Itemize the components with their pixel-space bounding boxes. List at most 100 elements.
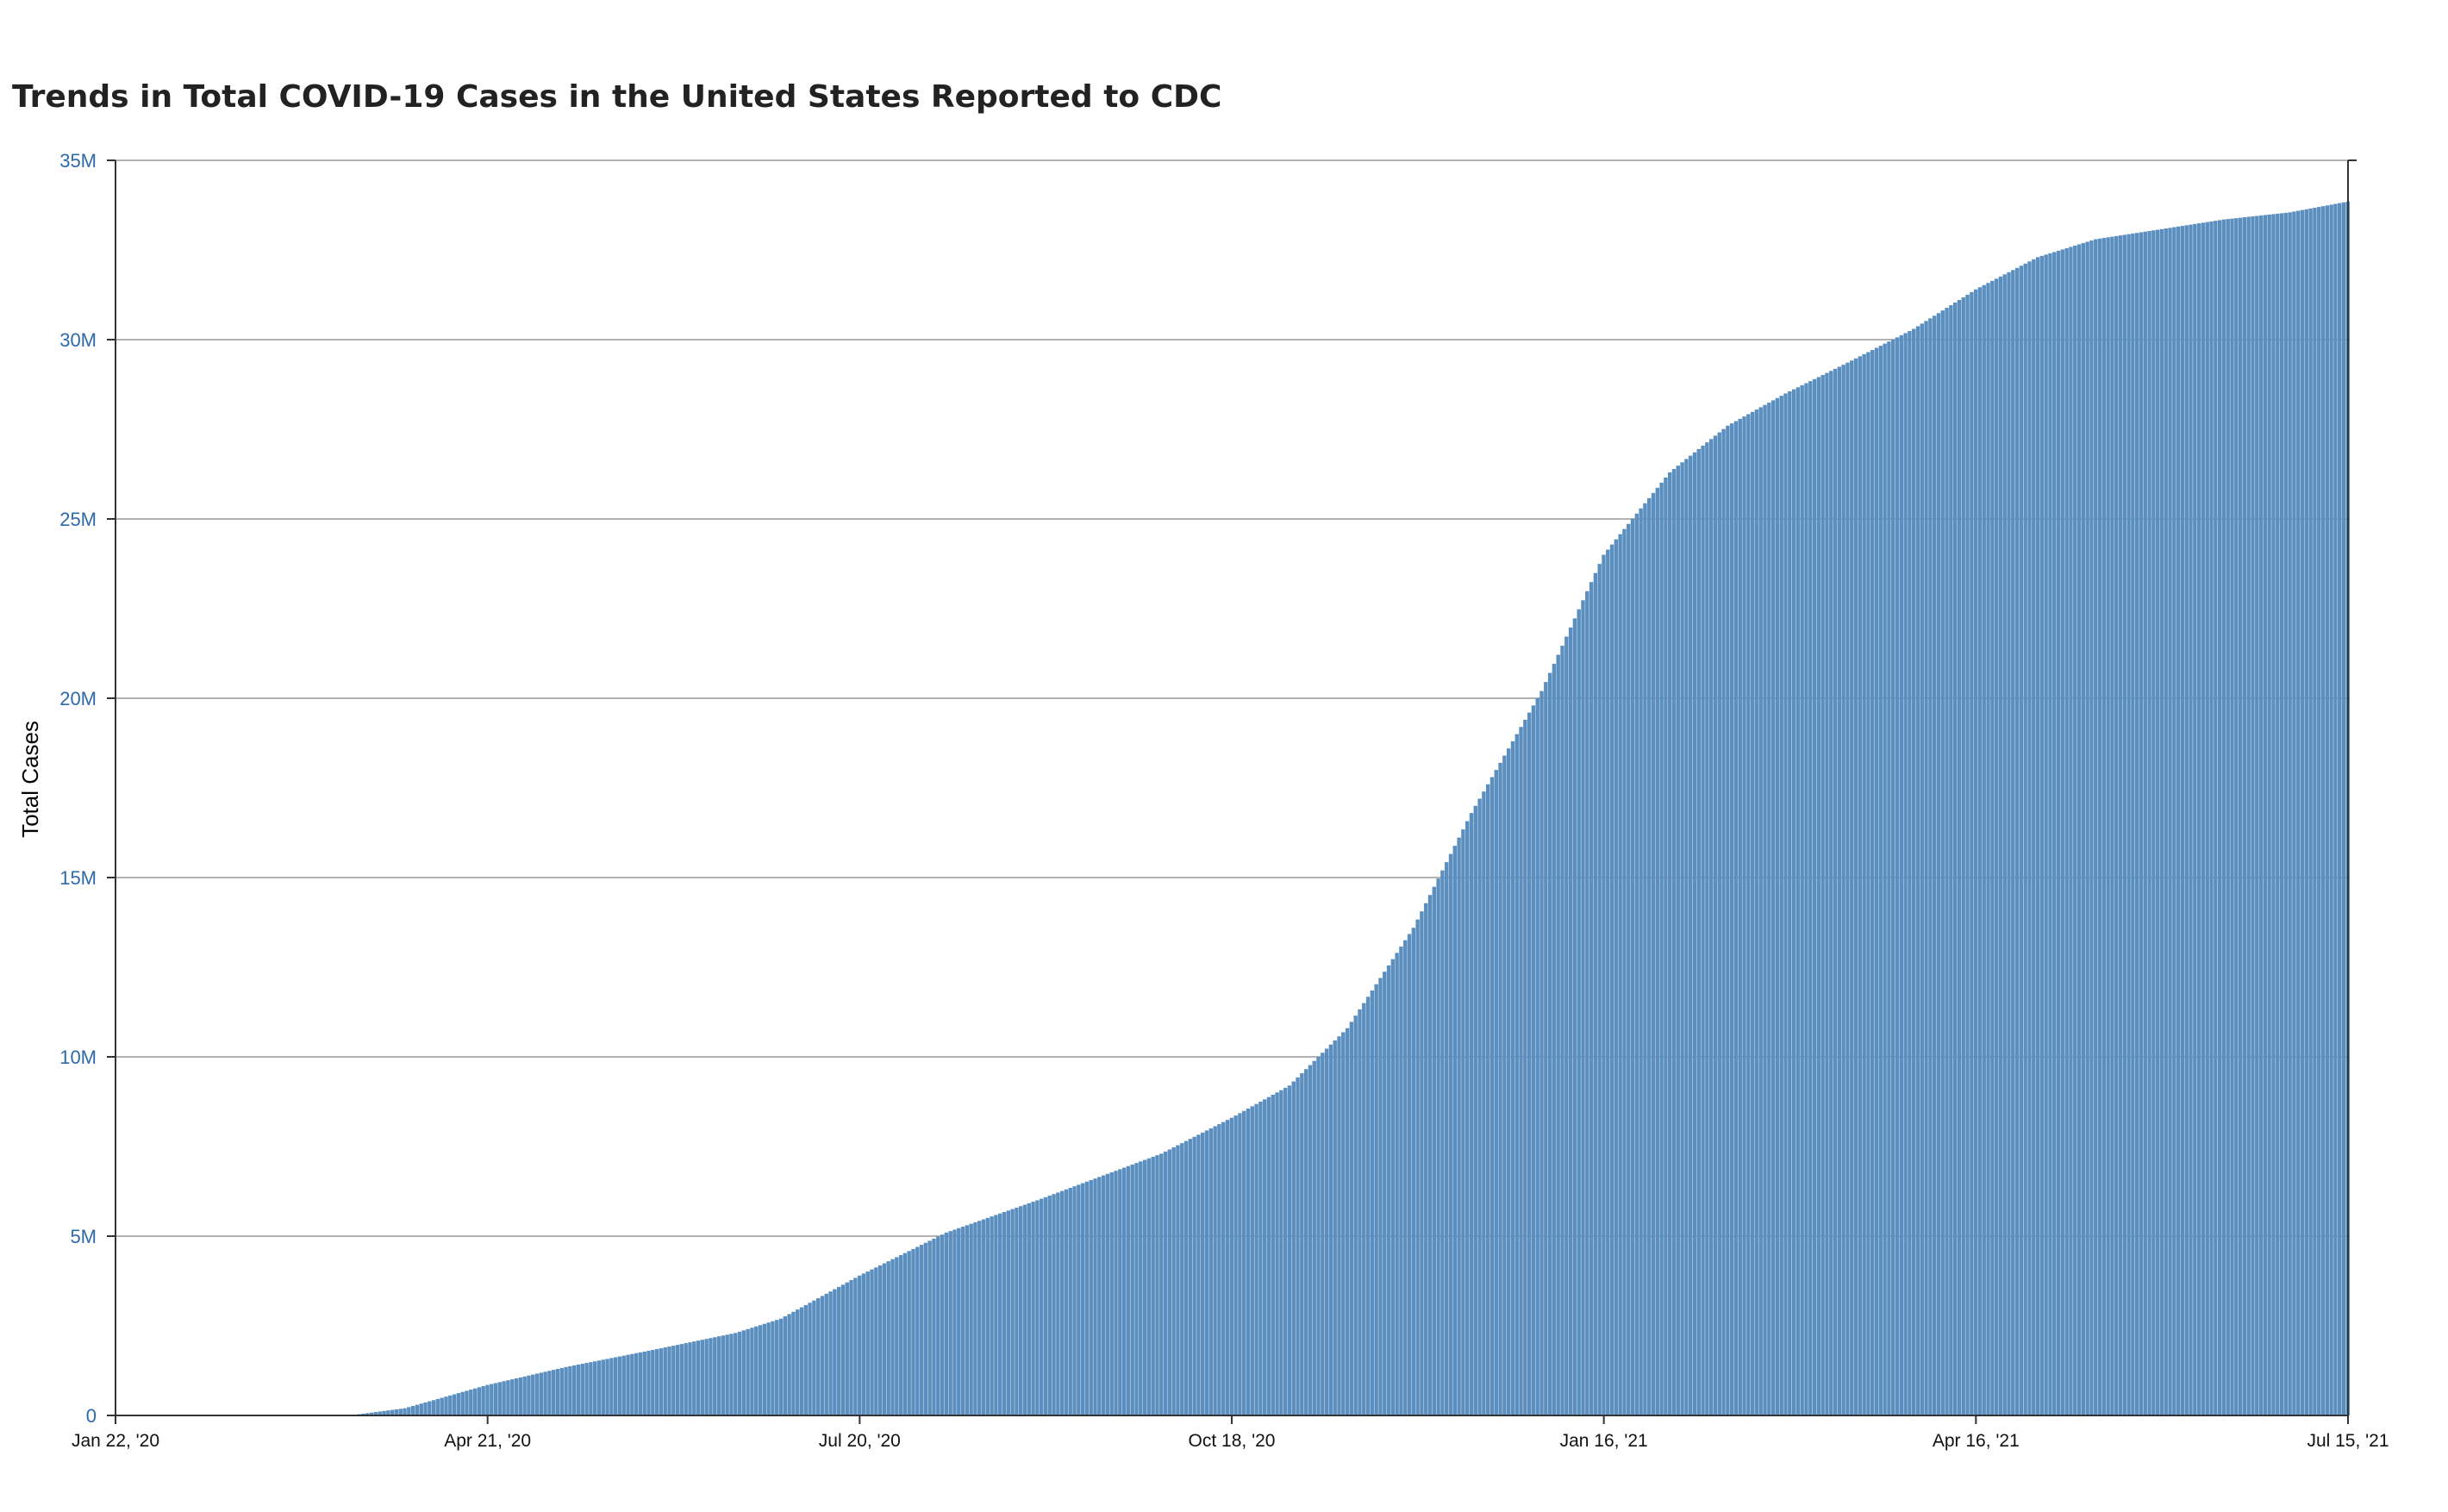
bar[interactable]	[1791, 389, 1796, 1415]
bar[interactable]	[684, 1343, 688, 1415]
bar[interactable]	[2069, 247, 2073, 1416]
bar[interactable]	[1705, 442, 1709, 1415]
bar[interactable]	[1287, 1085, 1292, 1415]
bar[interactable]	[1114, 1171, 1118, 1415]
bar[interactable]	[659, 1348, 664, 1415]
bar[interactable]	[1936, 313, 1941, 1416]
bar[interactable]	[2226, 219, 2230, 1415]
bar[interactable]	[2110, 236, 2114, 1416]
bar[interactable]	[2313, 207, 2317, 1416]
bar[interactable]	[1593, 572, 1598, 1415]
bar[interactable]	[778, 1318, 784, 1415]
bar[interactable]	[1713, 435, 1718, 1416]
bar[interactable]	[919, 1245, 924, 1415]
bar[interactable]	[1945, 308, 1949, 1415]
bar[interactable]	[373, 1412, 378, 1415]
bar[interactable]	[977, 1221, 982, 1415]
bar[interactable]	[1485, 784, 1490, 1415]
bar[interactable]	[1043, 1196, 1048, 1415]
bar[interactable]	[1027, 1203, 1031, 1415]
bar[interactable]	[1560, 645, 1564, 1415]
bar[interactable]	[1986, 283, 1990, 1415]
bar[interactable]	[1171, 1146, 1176, 1415]
bar[interactable]	[1862, 353, 1866, 1415]
bar[interactable]	[709, 1338, 713, 1415]
bar[interactable]	[1196, 1134, 1201, 1415]
bar[interactable]	[861, 1273, 866, 1415]
bar[interactable]	[849, 1280, 853, 1415]
bar[interactable]	[2172, 227, 2176, 1415]
bar[interactable]	[1977, 287, 1983, 1415]
bar[interactable]	[1498, 762, 1502, 1415]
bar[interactable]	[1176, 1145, 1180, 1415]
bar[interactable]	[1680, 462, 1684, 1415]
bar[interactable]	[1952, 303, 1958, 1415]
bar[interactable]	[2255, 216, 2259, 1416]
bar[interactable]	[833, 1289, 837, 1415]
bar[interactable]	[552, 1370, 556, 1415]
bar[interactable]	[1370, 990, 1375, 1415]
bar[interactable]	[1568, 627, 1573, 1415]
bar[interactable]	[1510, 740, 1515, 1415]
bar[interactable]	[510, 1379, 515, 1415]
bar[interactable]	[1841, 365, 1845, 1415]
bar[interactable]	[1159, 1153, 1164, 1415]
bar[interactable]	[571, 1365, 577, 1415]
bar[interactable]	[2341, 202, 2346, 1416]
bar[interactable]	[485, 1384, 490, 1415]
bar[interactable]	[490, 1384, 494, 1415]
bar[interactable]	[1643, 503, 1647, 1415]
bar[interactable]	[2011, 270, 2015, 1415]
bar[interactable]	[1378, 978, 1383, 1415]
bar[interactable]	[1134, 1163, 1139, 1415]
bar[interactable]	[1733, 421, 1739, 1415]
bar[interactable]	[948, 1231, 952, 1415]
bar[interactable]	[1940, 310, 1945, 1415]
bar[interactable]	[2176, 226, 2181, 1415]
bar[interactable]	[2276, 213, 2280, 1415]
bar[interactable]	[845, 1282, 849, 1415]
bar[interactable]	[2007, 272, 2011, 1415]
bar[interactable]	[1420, 911, 1424, 1415]
bar[interactable]	[1337, 1036, 1341, 1415]
bar[interactable]	[2300, 209, 2305, 1415]
bar[interactable]	[1775, 397, 1780, 1415]
bar[interactable]	[1837, 366, 1842, 1416]
bar[interactable]	[361, 1413, 365, 1415]
bar[interactable]	[2143, 231, 2147, 1416]
bar[interactable]	[994, 1215, 998, 1415]
bar[interactable]	[2060, 249, 2065, 1415]
bar[interactable]	[1167, 1149, 1172, 1415]
bar[interactable]	[1204, 1130, 1209, 1415]
bar[interactable]	[477, 1387, 482, 1415]
bar[interactable]	[734, 1333, 738, 1415]
bar[interactable]	[1701, 446, 1705, 1415]
bar[interactable]	[824, 1293, 828, 1415]
bar[interactable]	[1547, 672, 1552, 1415]
bar[interactable]	[1630, 518, 1635, 1415]
bar[interactable]	[1015, 1207, 1019, 1415]
bar[interactable]	[1602, 554, 1606, 1415]
bar[interactable]	[1217, 1124, 1221, 1415]
bar[interactable]	[1300, 1073, 1304, 1415]
bar[interactable]	[1729, 423, 1734, 1415]
bar[interactable]	[1473, 805, 1477, 1415]
bar[interactable]	[431, 1400, 436, 1415]
bar[interactable]	[452, 1394, 457, 1415]
bar[interactable]	[1887, 341, 1891, 1416]
bar[interactable]	[634, 1353, 639, 1415]
bar[interactable]	[527, 1375, 531, 1415]
bar[interactable]	[2242, 217, 2247, 1415]
bar[interactable]	[1911, 328, 1916, 1415]
bar[interactable]	[1362, 1003, 1366, 1415]
bar[interactable]	[1291, 1081, 1296, 1415]
bar[interactable]	[382, 1410, 386, 1415]
bar[interactable]	[1671, 469, 1677, 1415]
bar[interactable]	[1502, 755, 1507, 1415]
bar[interactable]	[2246, 216, 2251, 1415]
bar[interactable]	[1452, 846, 1457, 1415]
bar[interactable]	[456, 1393, 461, 1415]
bar[interactable]	[1957, 299, 1962, 1416]
bar[interactable]	[957, 1228, 961, 1415]
bar[interactable]	[700, 1340, 705, 1415]
